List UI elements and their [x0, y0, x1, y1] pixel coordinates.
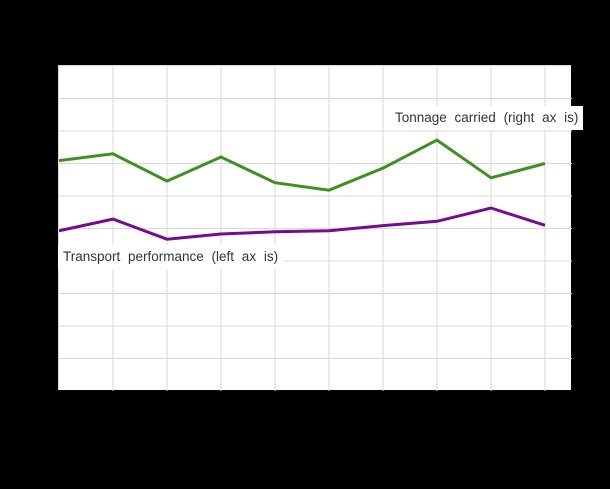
- transport-series-label: Transport performance (left ax is): [58, 245, 284, 269]
- tonnage-carried-line: [59, 138, 546, 192]
- plot-svg: [59, 66, 572, 391]
- tonnage-series-label: Tonnage carried (right ax is): [390, 106, 584, 130]
- transport-performance-line: [59, 206, 546, 241]
